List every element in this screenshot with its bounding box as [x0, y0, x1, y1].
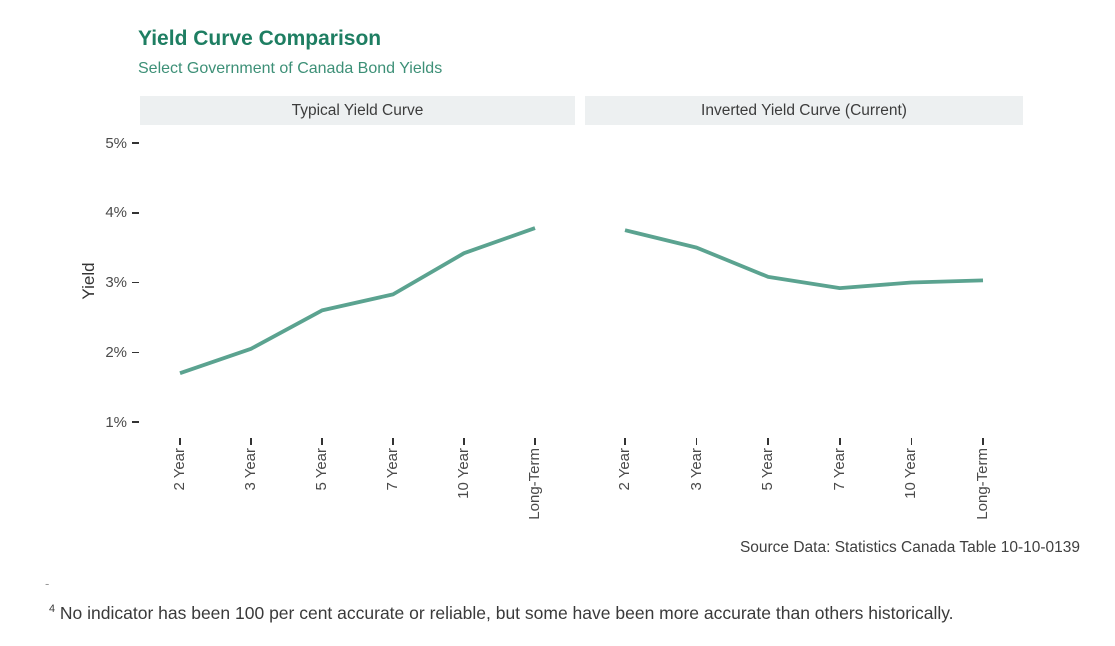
x-tick-mark: [624, 438, 626, 445]
x-tick-label: 7 Year: [830, 448, 848, 491]
x-tick-mark: [179, 438, 181, 445]
panel-plot-0: [179, 226, 536, 375]
y-tick-label: 5%: [105, 134, 127, 152]
panel-plot-1: [624, 228, 984, 291]
x-tick-mark: [321, 438, 323, 445]
footnote-text: No indicator has been 100 per cent accur…: [55, 603, 954, 623]
x-tick-label: 3 Year: [242, 448, 259, 491]
y-tick-mark: [132, 421, 139, 423]
x-tick-mark: [767, 438, 769, 445]
y-tick-label: 4%: [105, 204, 127, 222]
footnote: 4 No indicator has been 100 per cent acc…: [49, 603, 1069, 624]
x-tick-mark: [392, 438, 394, 445]
facet-strip-typical-label: Typical Yield Curve: [291, 101, 424, 119]
x-tick-label: 10 Year: [902, 448, 920, 499]
yield-curve-line-0: [179, 226, 536, 375]
x-tick-mark: [695, 438, 698, 445]
chart-title: Yield Curve Comparison: [138, 27, 382, 50]
x-tick-label: 5 Year: [759, 448, 777, 491]
x-tick-label: 7 Year: [384, 448, 401, 491]
y-tick-mark: [132, 212, 139, 214]
x-tick-mark: [463, 438, 465, 445]
y-tick-label: 2%: [105, 343, 127, 361]
stray-mark: -: [45, 576, 50, 591]
x-tick-label: 2 Year: [616, 448, 633, 491]
x-tick-mark: [910, 438, 913, 445]
x-tick-label: 5 Year: [313, 448, 330, 491]
y-tick-label: 1%: [105, 413, 127, 431]
footnote-marker: 4: [49, 603, 56, 616]
x-tick-mark: [982, 438, 984, 445]
x-tick-label: Long-Term: [974, 448, 991, 520]
x-tick-label: 3 Year: [687, 448, 705, 491]
x-tick-label: 2 Year: [171, 448, 188, 491]
y-tick-label: 3%: [105, 274, 127, 291]
y-tick-mark: [132, 351, 139, 353]
y-tick-mark: [132, 142, 139, 144]
facet-strip-inverted-label: Inverted Yield Curve (Current): [701, 101, 907, 119]
source-note: Source Data: Statistics Canada Table 10-…: [739, 539, 1080, 556]
x-tick-mark: [534, 438, 536, 445]
y-tick-mark: [132, 281, 139, 284]
yield-curve-line-1: [624, 228, 984, 291]
facet-strip-typical: Typical Yield Curve: [140, 96, 575, 125]
x-tick-label: Long-Term: [526, 448, 543, 520]
x-tick-mark: [839, 438, 841, 445]
x-tick-mark: [250, 438, 252, 445]
chart-subtitle: Select Government of Canada Bond Yields: [138, 60, 443, 77]
facet-strip-inverted: Inverted Yield Curve (Current): [585, 96, 1023, 125]
x-tick-label: 10 Year: [455, 448, 472, 499]
